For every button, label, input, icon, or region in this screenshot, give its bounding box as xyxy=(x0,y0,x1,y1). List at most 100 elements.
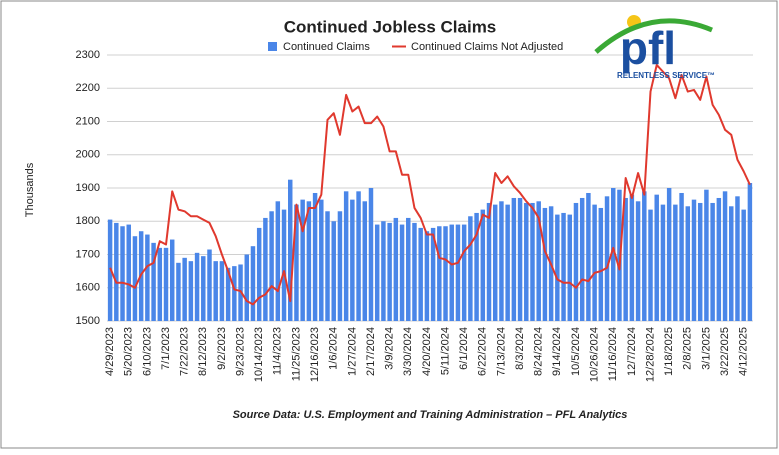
bar xyxy=(263,217,268,321)
bar xyxy=(188,261,194,321)
bar xyxy=(169,239,175,321)
bar xyxy=(424,231,430,321)
legend-label: Continued Claims xyxy=(283,41,370,53)
x-tick-label: 6/10/2023 xyxy=(141,327,153,376)
bar xyxy=(306,201,312,321)
x-tick-label: 10/14/2023 xyxy=(253,327,265,382)
bar xyxy=(729,206,734,321)
bar xyxy=(368,188,374,321)
y-tick-label: 2200 xyxy=(76,82,100,94)
y-tick-label: 1700 xyxy=(76,248,100,260)
y-tick-label: 1800 xyxy=(76,215,100,227)
bar xyxy=(343,191,349,321)
x-tick-label: 2/8/2025 xyxy=(682,327,694,370)
bar xyxy=(337,211,343,321)
legend-label: Continued Claims Not Adjusted xyxy=(411,41,563,53)
bar xyxy=(225,267,231,321)
bar xyxy=(362,201,368,321)
bar xyxy=(517,197,523,321)
bar xyxy=(232,266,237,321)
bar xyxy=(288,179,293,321)
bar xyxy=(126,224,131,321)
bar xyxy=(691,199,697,321)
bar xyxy=(573,202,579,321)
bar xyxy=(151,242,156,321)
bar xyxy=(219,261,225,321)
x-tick-label: 11/4/2023 xyxy=(272,327,284,375)
x-tick-label: 5/20/2023 xyxy=(123,327,135,376)
bar xyxy=(114,222,119,321)
bar xyxy=(393,217,399,321)
bar xyxy=(635,201,641,321)
bar xyxy=(387,222,392,321)
x-tick-label: 7/13/2024 xyxy=(495,327,507,376)
bar xyxy=(331,221,336,321)
bar xyxy=(275,201,281,321)
bar xyxy=(505,204,510,321)
bar xyxy=(722,191,728,321)
bar xyxy=(163,247,169,321)
bar xyxy=(604,196,610,321)
bar xyxy=(182,257,187,321)
bar xyxy=(207,249,212,321)
bar xyxy=(579,197,585,321)
x-tick-label: 8/3/2024 xyxy=(514,327,526,370)
bar xyxy=(586,192,591,321)
bar xyxy=(530,202,535,321)
bar xyxy=(443,226,448,321)
x-tick-label: 9/23/2023 xyxy=(234,327,246,376)
x-tick-label: 7/22/2023 xyxy=(179,327,191,376)
bar xyxy=(176,262,181,321)
bar xyxy=(294,204,299,321)
bar xyxy=(747,183,753,321)
bar xyxy=(685,206,691,321)
x-tick-label: 10/26/2024 xyxy=(589,327,601,382)
y-tick-label: 1500 xyxy=(76,315,100,327)
y-tick-label: 1900 xyxy=(76,182,100,194)
x-tick-label: 4/29/2023 xyxy=(104,327,116,376)
x-tick-label: 3/1/2025 xyxy=(700,327,712,370)
bar xyxy=(449,224,454,321)
x-tick-label: 5/11/2024 xyxy=(439,327,451,375)
bar xyxy=(300,199,305,321)
bar xyxy=(480,209,486,321)
bar xyxy=(555,214,560,321)
bar xyxy=(611,188,616,321)
bar xyxy=(623,197,628,321)
bar xyxy=(418,227,423,321)
x-tick-label: 2/17/2024 xyxy=(365,327,377,376)
bar xyxy=(356,191,361,321)
bar xyxy=(536,201,541,321)
y-tick-label: 2000 xyxy=(76,149,100,161)
bar xyxy=(120,226,125,321)
bar xyxy=(716,197,722,321)
x-tick-label: 6/22/2024 xyxy=(477,327,489,376)
x-tick-label: 4/20/2024 xyxy=(421,327,433,376)
bar xyxy=(269,211,274,321)
y-tick-label: 1600 xyxy=(76,282,100,294)
bar xyxy=(312,192,318,321)
bar xyxy=(194,252,200,321)
x-tick-label: 11/25/2023 xyxy=(290,327,302,381)
bar xyxy=(492,204,498,321)
bar xyxy=(673,204,678,321)
x-tick-label: 10/5/2024 xyxy=(570,327,582,376)
bar xyxy=(157,247,163,321)
x-tick-label: 1/6/2024 xyxy=(328,327,340,370)
bar xyxy=(592,204,597,321)
x-tick-label: 9/14/2024 xyxy=(551,327,563,376)
bar xyxy=(567,214,572,321)
x-tick-label: 9/2/2023 xyxy=(216,327,228,370)
line xyxy=(109,63,751,306)
bar xyxy=(132,236,138,321)
x-tick-label: 1/18/2025 xyxy=(663,327,675,376)
x-tick-label: 3/9/2024 xyxy=(384,327,396,370)
bar xyxy=(499,201,504,321)
bar xyxy=(697,202,703,321)
x-tick-label: 6/1/2024 xyxy=(458,327,470,370)
bar xyxy=(666,188,672,321)
bar xyxy=(319,199,324,321)
bar xyxy=(281,209,287,321)
bar xyxy=(244,254,249,321)
logo-text: pfl xyxy=(620,22,676,74)
